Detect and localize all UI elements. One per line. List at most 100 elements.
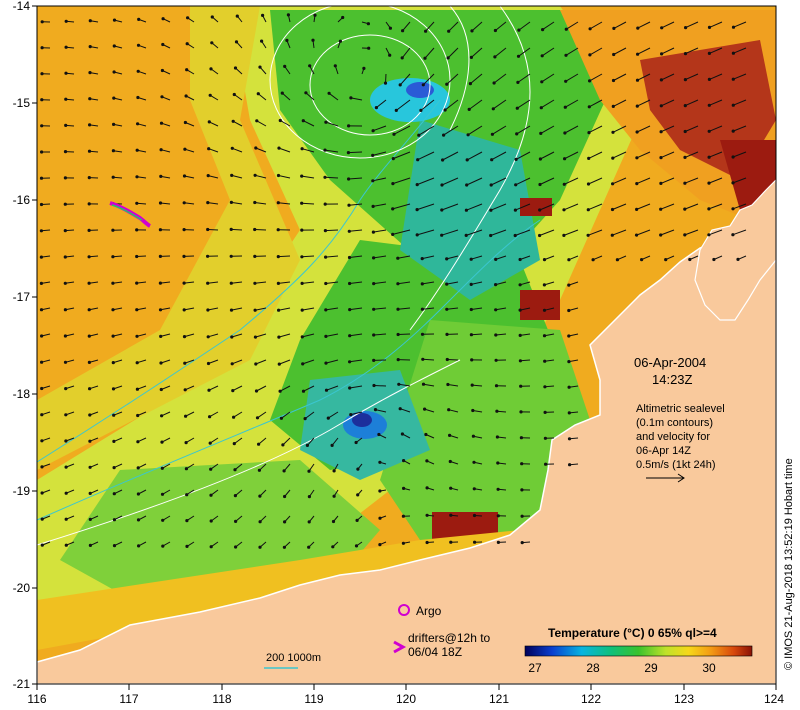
velocity-arrow-head [182, 228, 186, 232]
velocity-arrow [232, 147, 243, 153]
velocity-arrow-head [469, 257, 473, 261]
velocity-arrow-head [467, 107, 471, 111]
velocity-arrow-head [634, 233, 639, 237]
velocity-arrow-head [518, 257, 522, 262]
desc-line: 06-Apr 14Z [636, 445, 691, 457]
velocity-arrow-head [542, 334, 547, 338]
velocity-arrow [326, 385, 339, 391]
velocity-arrow [160, 307, 171, 311]
velocity-arrow-head [520, 514, 524, 518]
velocity-arrow-head [230, 362, 234, 366]
velocity-arrow [348, 177, 363, 180]
velocity-arrow-head [324, 361, 328, 365]
velocity-arrow [325, 229, 339, 232]
velocity-arrow-head [40, 124, 44, 128]
velocity-arrow-head [659, 207, 663, 211]
velocity-arrow-head [159, 361, 163, 365]
velocity-arrow-head [88, 45, 92, 49]
velocity-arrow-head [707, 25, 712, 29]
velocity-arrow-head [182, 281, 186, 285]
velocity-arrow-head [255, 416, 260, 420]
velocity-arrow-head [423, 407, 427, 411]
velocity-arrow-head [234, 519, 238, 524]
velocity-arrow-head [88, 543, 92, 548]
date-label: 06-Apr-2004 [634, 355, 706, 370]
velocity-arrow-head [87, 176, 91, 180]
velocity-arrow [732, 177, 747, 184]
velocity-arrow-head [367, 46, 371, 50]
velocity-arrow-head [420, 307, 424, 311]
velocity-arrow-head [425, 540, 429, 545]
drifters-label: drifters@12h to [408, 631, 491, 645]
velocity-arrow-head [135, 334, 139, 338]
velocity-arrow-head [372, 333, 376, 337]
velocity-arrow [257, 411, 267, 419]
velocity-arrow-head [158, 254, 162, 258]
velocity-arrow-head [283, 494, 287, 499]
velocity-arrow-head [683, 233, 687, 237]
velocity-arrow [231, 307, 243, 311]
velocity-arrow [231, 201, 243, 205]
velocity-arrow [328, 92, 339, 101]
velocity-arrow-head [324, 308, 328, 312]
velocity-arrow-head [400, 432, 404, 436]
colorbar: Temperature (°C) 0 65% ql>=4 27 28 29 30 [524, 626, 753, 675]
velocity-arrow-head [161, 518, 165, 522]
velocity-arrow-head [135, 228, 139, 232]
velocity-arrow-head [400, 56, 404, 60]
velocity-arrow-head [377, 432, 381, 437]
velocity-arrow [564, 177, 579, 185]
velocity-arrow-head [383, 81, 388, 85]
velocity-arrow-head [331, 545, 335, 549]
velocity-arrow [254, 229, 267, 231]
velocity-arrow-head [209, 545, 213, 549]
velocity-arrow [517, 99, 531, 109]
velocity-arrow-head [567, 334, 571, 338]
velocity-arrow [397, 281, 411, 285]
velocity-arrow-head [158, 281, 162, 285]
velocity-arrow-head [659, 156, 663, 160]
velocity-arrow [401, 47, 411, 59]
velocity-arrow-head [63, 202, 67, 206]
velocity-arrow [472, 384, 483, 387]
velocity-arrow-head [712, 257, 716, 262]
velocity-arrow-head [135, 281, 139, 285]
velocity-arrow-head [346, 151, 350, 155]
velocity-arrow [732, 229, 747, 236]
velocity-arrow [278, 175, 291, 179]
velocity-arrow [301, 202, 315, 205]
velocity-arrow [417, 151, 435, 161]
velocity-arrow-head [469, 307, 473, 312]
velocity-arrow [660, 229, 675, 236]
velocity-arrow [709, 125, 723, 132]
velocity-arrow-head [519, 384, 523, 388]
velocity-arrow-head [230, 146, 234, 150]
velocity-arrow-head [495, 409, 499, 413]
velocity-arrow-head [258, 545, 262, 549]
velocity-arrow-head [445, 257, 449, 261]
velocity-arrow-head [568, 463, 572, 467]
velocity-arrow-head [183, 147, 187, 151]
velocity-arrow-head [472, 460, 476, 464]
velocity-arrow [588, 177, 603, 185]
velocity-arrow [565, 73, 579, 82]
velocity-arrow-head [64, 517, 68, 521]
velocity-arrow [349, 229, 363, 232]
velocity-arrow-head [112, 96, 116, 100]
velocity-arrow [420, 99, 435, 111]
velocity-arrow-head [372, 358, 376, 362]
velocity-arrow-head [659, 233, 663, 237]
velocity-arrow [400, 408, 411, 413]
velocity-arrow-head [707, 77, 712, 81]
velocity-arrow [301, 175, 315, 179]
sst-field [37, 6, 776, 684]
velocity-arrow-head [567, 308, 571, 313]
velocity-arrow-head [635, 104, 639, 108]
velocity-arrow [307, 437, 315, 446]
lat-tick-label: -19 [13, 484, 31, 498]
velocity-arrow-head [135, 148, 139, 152]
velocity-arrow-head [567, 437, 572, 441]
velocity-arrow [255, 147, 267, 153]
velocity-arrow-head [258, 65, 262, 69]
velocity-arrow-head [182, 174, 187, 178]
